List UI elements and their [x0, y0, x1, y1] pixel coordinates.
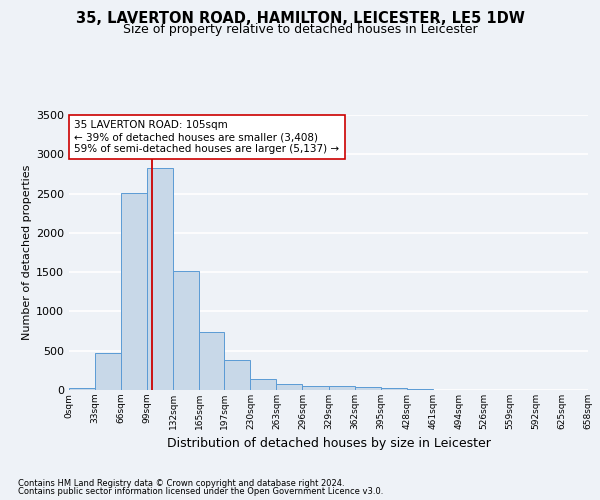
- Bar: [224, 360, 250, 390]
- Bar: [302, 386, 329, 390]
- X-axis label: Distribution of detached houses by size in Leicester: Distribution of detached houses by size …: [167, 438, 490, 450]
- Bar: [329, 386, 355, 390]
- Bar: [250, 378, 277, 390]
- Text: Size of property relative to detached houses in Leicester: Size of property relative to detached ho…: [122, 22, 478, 36]
- Bar: [355, 387, 380, 390]
- Bar: [407, 389, 433, 390]
- Bar: [277, 384, 302, 390]
- Text: Contains HM Land Registry data © Crown copyright and database right 2024.: Contains HM Land Registry data © Crown c…: [18, 478, 344, 488]
- Bar: [380, 388, 407, 390]
- Text: 35, LAVERTON ROAD, HAMILTON, LEICESTER, LE5 1DW: 35, LAVERTON ROAD, HAMILTON, LEICESTER, …: [76, 11, 524, 26]
- Text: Contains public sector information licensed under the Open Government Licence v3: Contains public sector information licen…: [18, 487, 383, 496]
- Text: 35 LAVERTON ROAD: 105sqm
← 39% of detached houses are smaller (3,408)
59% of sem: 35 LAVERTON ROAD: 105sqm ← 39% of detach…: [74, 120, 340, 154]
- Bar: [173, 272, 199, 390]
- Bar: [69, 388, 95, 390]
- Bar: [199, 332, 224, 390]
- Bar: [95, 353, 121, 390]
- Y-axis label: Number of detached properties: Number of detached properties: [22, 165, 32, 340]
- Bar: [147, 168, 173, 390]
- Bar: [121, 193, 147, 390]
